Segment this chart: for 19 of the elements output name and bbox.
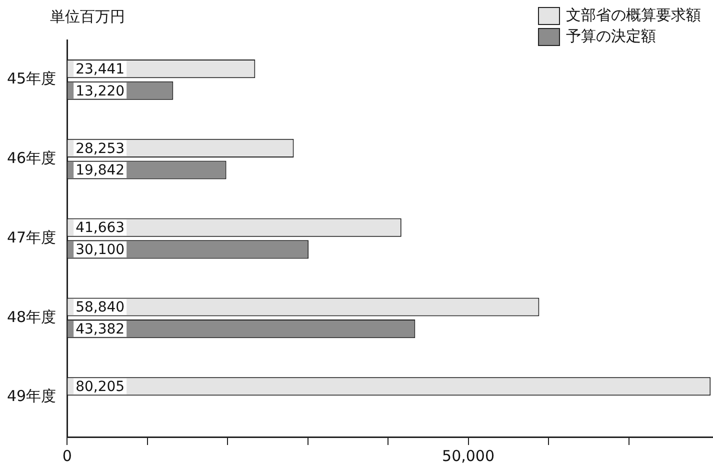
legend-label: 予算の決定額 (566, 27, 656, 46)
y-tick-label: 46年度 (6, 148, 56, 167)
data-label: 41,663 (76, 220, 125, 236)
y-tick-label: 48年度 (6, 308, 56, 326)
x-tick-label: 0 (62, 446, 72, 465)
data-label: 43,382 (76, 321, 125, 338)
y-tick-label: 47年度 (6, 228, 56, 246)
y-tick-label: 45年度 (6, 70, 56, 88)
data-label: 58,840 (76, 300, 125, 316)
x-tick-label: 50,000 (442, 446, 495, 465)
data-label: 30,100 (76, 242, 125, 258)
y-tick-label: 49年度 (6, 387, 56, 406)
legend-label: 文部省の概算要求額 (566, 6, 701, 25)
data-label: 23,441 (76, 61, 125, 78)
data-label: 28,253 (76, 140, 125, 157)
data-label: 19,842 (76, 162, 125, 179)
y-axis-title: 単位百万円 (50, 7, 125, 26)
data-label: 80,205 (76, 379, 125, 396)
data-label: 13,220 (76, 83, 125, 100)
